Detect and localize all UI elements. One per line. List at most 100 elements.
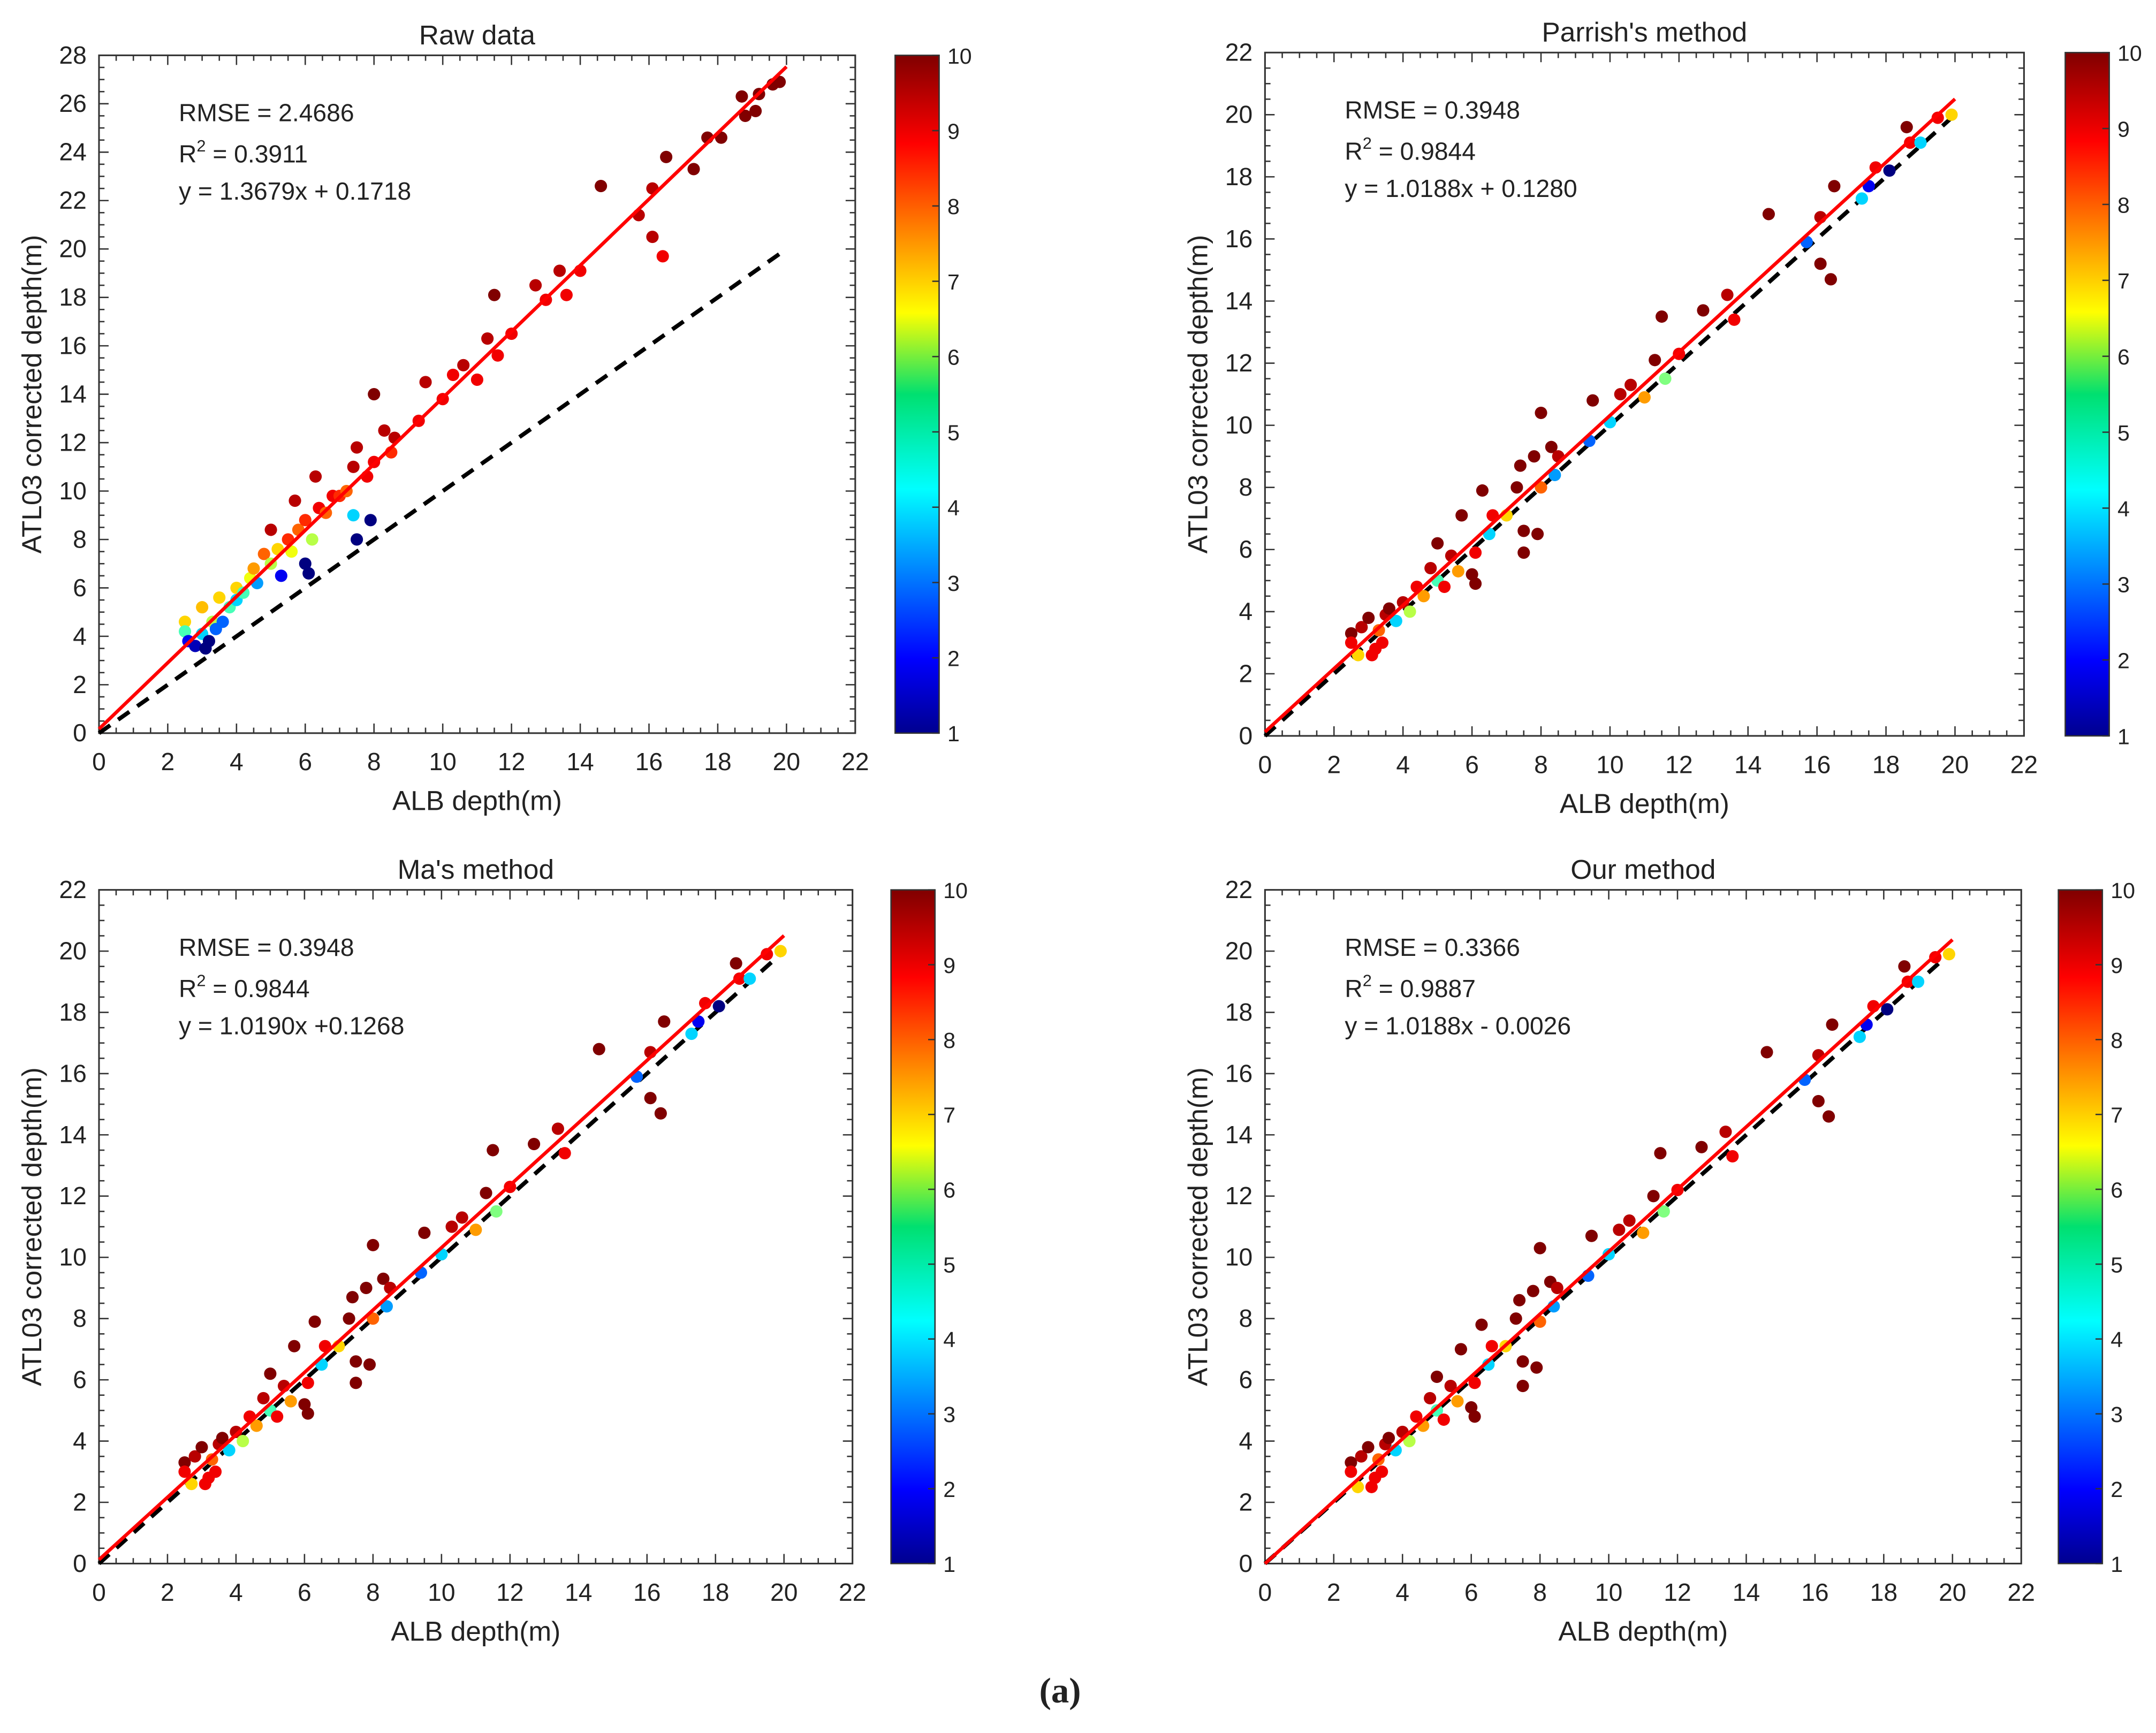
data-point	[237, 586, 250, 599]
data-point	[178, 615, 192, 628]
data-point	[1942, 948, 1955, 961]
x-tick-label: 6	[1464, 1578, 1478, 1606]
chart-title: Parrish's method	[1542, 17, 1748, 48]
data-point	[178, 1456, 191, 1469]
y-tick-label: 2	[1239, 659, 1253, 687]
colorbar-tick-label: 10	[2111, 878, 2135, 903]
x-tick-label: 14	[1734, 750, 1762, 778]
y-tick-label: 14	[1225, 287, 1252, 315]
x-tick-label: 20	[1941, 750, 1969, 778]
y-tick-label: 8	[1239, 473, 1253, 501]
colorbar-tick-label: 1	[947, 721, 960, 746]
data-point	[560, 288, 573, 301]
data-point	[364, 514, 377, 527]
data-point	[1585, 1229, 1598, 1242]
data-point	[1469, 546, 1482, 559]
reference-line-1to1	[1263, 113, 1957, 738]
r2-superscript: 2	[196, 971, 206, 990]
y-tick-label: 12	[59, 428, 86, 456]
data-point	[308, 1315, 321, 1328]
data-point	[1531, 528, 1544, 541]
y-axis-label: ATL03 corrected depth(m)	[1182, 1067, 1213, 1386]
y-tick-label: 10	[1225, 1243, 1252, 1271]
y-tick-label: 24	[59, 138, 86, 166]
x-tick-label: 18	[1872, 750, 1900, 778]
data-point	[1417, 590, 1430, 603]
y-tick-label: 4	[73, 1427, 87, 1455]
r2-annotation: R2 = 0.9887	[1345, 971, 1476, 1002]
y-tick-label: 2	[1239, 1488, 1253, 1516]
data-point	[528, 1138, 541, 1151]
x-tick-label: 20	[773, 748, 800, 776]
r2-value: = 0.9887	[1372, 975, 1476, 1002]
x-tick-label: 8	[367, 748, 381, 776]
data-point	[351, 441, 363, 454]
data-point	[1535, 406, 1547, 419]
data-point	[209, 1465, 222, 1478]
data-point	[457, 359, 470, 371]
r2-superscript: 2	[1363, 971, 1372, 990]
data-point	[1534, 1242, 1546, 1255]
x-tick-label: 6	[298, 748, 312, 776]
y-tick-label: 14	[59, 380, 86, 408]
x-tick-label: 12	[1664, 1578, 1691, 1606]
data-point	[1452, 565, 1464, 577]
data-point	[1945, 108, 1958, 121]
y-tick-label: 4	[1239, 1427, 1253, 1455]
x-tick-label: 2	[161, 748, 175, 776]
colorbar-tick-label: 2	[2117, 649, 2130, 673]
colorbar-tick-label: 9	[943, 953, 955, 978]
r2-label: R	[179, 975, 196, 1002]
data-point	[1586, 394, 1599, 407]
data-point	[1656, 310, 1668, 323]
colorbar-tick-label: 4	[2117, 497, 2130, 521]
equation-annotation: y = 1.0188x + 0.1280	[1345, 174, 1577, 202]
data-point	[1760, 1046, 1773, 1059]
r2-annotation: R2 = 0.9844	[179, 971, 310, 1002]
x-tick-label: 14	[565, 1578, 592, 1606]
data-point	[1509, 1312, 1522, 1325]
data-point	[301, 1407, 314, 1420]
data-point	[347, 509, 360, 522]
y-tick-label: 26	[59, 89, 86, 117]
y-tick-label: 10	[59, 477, 86, 505]
equation-annotation: y = 1.0190x +0.1268	[179, 1012, 404, 1039]
x-tick-label: 18	[702, 1578, 729, 1606]
colorbar-tick-label: 7	[2117, 269, 2130, 293]
colorbar-tick-label: 4	[943, 1327, 955, 1352]
colorbar-tick-label: 5	[2111, 1252, 2123, 1277]
x-tick-label: 8	[1533, 1578, 1547, 1606]
x-tick-label: 16	[1803, 750, 1831, 778]
data-point	[377, 1272, 390, 1285]
data-point	[1355, 1450, 1368, 1463]
chart-panel: 0 2 4 6 8 10 12 14 16 18 20 220246810121416182022Ou…	[1182, 854, 2135, 1646]
data-point	[247, 562, 260, 575]
data-point	[185, 1478, 198, 1491]
data-point	[271, 1410, 284, 1423]
colorbar-tick-label: 1	[943, 1552, 955, 1577]
data-point	[749, 104, 762, 117]
rmse-annotation: RMSE = 0.3366	[1345, 933, 1520, 961]
data-point	[739, 109, 751, 122]
r2-value: = 0.9844	[1372, 138, 1476, 165]
x-tick-label: 12	[1665, 750, 1692, 778]
rmse-annotation: RMSE = 0.3948	[179, 933, 354, 961]
data-point	[558, 1147, 571, 1160]
y-axis-label: ATL03 corrected depth(m)	[16, 235, 47, 554]
data-point	[1345, 627, 1358, 640]
data-point	[367, 1312, 379, 1325]
data-point	[1824, 273, 1837, 286]
x-tick-label: 14	[566, 748, 594, 776]
y-tick-label: 16	[1225, 1059, 1252, 1087]
data-point	[1383, 1432, 1395, 1445]
colorbar-tick-label: 8	[943, 1028, 955, 1053]
colorbar-tick-label: 5	[2117, 421, 2130, 445]
data-point	[288, 1340, 301, 1352]
data-point	[1912, 975, 1925, 988]
x-tick-label: 0	[1258, 750, 1272, 778]
x-tick-label: 10	[429, 748, 456, 776]
colorbar	[2058, 889, 2104, 1564]
colorbar-tick-label: 4	[2111, 1327, 2123, 1352]
x-tick-label: 10	[1595, 1578, 1622, 1606]
